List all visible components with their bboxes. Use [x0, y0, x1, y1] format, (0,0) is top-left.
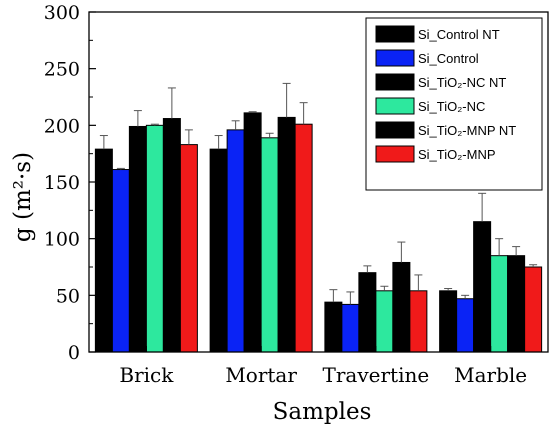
- legend-swatch-3: [375, 97, 415, 115]
- error-bar-0-1: [116, 167, 125, 170]
- bar-2-2: [358, 272, 377, 353]
- bar-1-5: [294, 123, 313, 353]
- legend: Si_Control NT Si_Control Si_TiO₂-NC NT Si_T…: [365, 17, 543, 191]
- legend-swatch-5: [375, 145, 415, 163]
- legend-label-5: Si_TiO₂-MNP: [418, 147, 496, 162]
- y-tick-label-0: 0: [68, 342, 80, 364]
- error-bar-0-2: [133, 110, 142, 127]
- bar-3-3: [490, 255, 509, 353]
- error-bar-3-0: [444, 288, 453, 291]
- error-bar-2-3: [380, 285, 389, 291]
- x-axis-title: Samples: [273, 399, 372, 425]
- x-ticks-layer: Brick Mortar Travertine Marble: [119, 346, 527, 387]
- y-tick-label-5: 250: [44, 59, 80, 81]
- error-bar-3-3: [495, 238, 504, 256]
- bar-1-1: [226, 129, 245, 353]
- error-bar-1-3: [265, 132, 274, 138]
- bar-1-4: [277, 116, 296, 353]
- error-bar-1-2: [248, 111, 257, 113]
- error-bar-3-2: [478, 192, 487, 222]
- bar-0-3: [145, 124, 164, 353]
- x-tick-label-2: Travertine: [323, 363, 430, 387]
- y-axis-title: g (m²·s): [10, 152, 36, 242]
- error-bar-1-4: [282, 82, 291, 118]
- error-bars-layer: [99, 82, 538, 305]
- error-bar-3-1: [461, 294, 470, 299]
- bars-layer: [94, 112, 543, 353]
- bar-3-4: [507, 255, 526, 353]
- y-tick-label-2: 100: [44, 229, 80, 251]
- error-bar-2-4: [397, 241, 406, 263]
- bar-0-5: [179, 144, 198, 353]
- bar-3-5: [524, 266, 543, 353]
- bar-1-3: [260, 137, 279, 353]
- legend-label-4: Si_TiO₂-MNP NT: [418, 123, 516, 138]
- bar-2-4: [392, 261, 411, 353]
- y-tick-label-1: 50: [56, 285, 80, 307]
- x-tick-label-0: Brick: [119, 363, 174, 387]
- legend-swatch-0: [375, 25, 415, 43]
- bar-0-1: [111, 169, 130, 353]
- bar-3-1: [456, 298, 475, 353]
- bar-2-0: [324, 301, 343, 353]
- error-bar-2-1: [346, 291, 355, 305]
- error-bar-3-5: [529, 264, 538, 267]
- legend-label-1: Si_Control: [418, 51, 479, 66]
- legend-swatch-1: [375, 49, 415, 67]
- legend-swatch-2: [375, 73, 415, 91]
- bar-2-3: [375, 290, 394, 353]
- error-bar-1-1: [231, 120, 240, 130]
- legend-label-2: Si_TiO₂-NC NT: [418, 75, 506, 90]
- y-tick-label-3: 150: [44, 172, 80, 194]
- bar-1-2: [243, 112, 262, 353]
- error-bar-2-5: [414, 274, 423, 291]
- y-tick-label-4: 200: [44, 115, 80, 137]
- bar-0-2: [128, 125, 147, 353]
- bar-3-0: [439, 290, 458, 353]
- error-bar-1-5: [299, 102, 308, 125]
- error-bar-0-5: [184, 129, 193, 145]
- error-bar-2-2: [363, 265, 372, 273]
- legend-label-3: Si_TiO₂-NC: [418, 99, 485, 114]
- legend-swatch-4: [375, 121, 415, 139]
- y-tick-label-6: 300: [44, 2, 80, 24]
- bar-2-5: [409, 290, 428, 353]
- error-bar-3-4: [512, 246, 521, 256]
- error-bar-0-3: [150, 123, 159, 126]
- x-tick-label-3: Marble: [454, 363, 527, 387]
- bar-0-0: [94, 148, 113, 353]
- bar-1-0: [209, 148, 228, 353]
- y-ticks-layer: 0 50 100 150 200 250 300: [44, 2, 96, 364]
- legend-label-0: Si_Control NT: [418, 27, 500, 42]
- bar-3-2: [473, 221, 492, 353]
- bar-0-4: [162, 118, 181, 353]
- error-bar-0-0: [99, 135, 108, 150]
- error-bar-1-0: [214, 135, 223, 150]
- bar-2-1: [341, 303, 360, 353]
- x-tick-label-1: Mortar: [225, 363, 297, 387]
- error-bar-0-4: [167, 87, 176, 119]
- error-bar-2-0: [329, 289, 338, 303]
